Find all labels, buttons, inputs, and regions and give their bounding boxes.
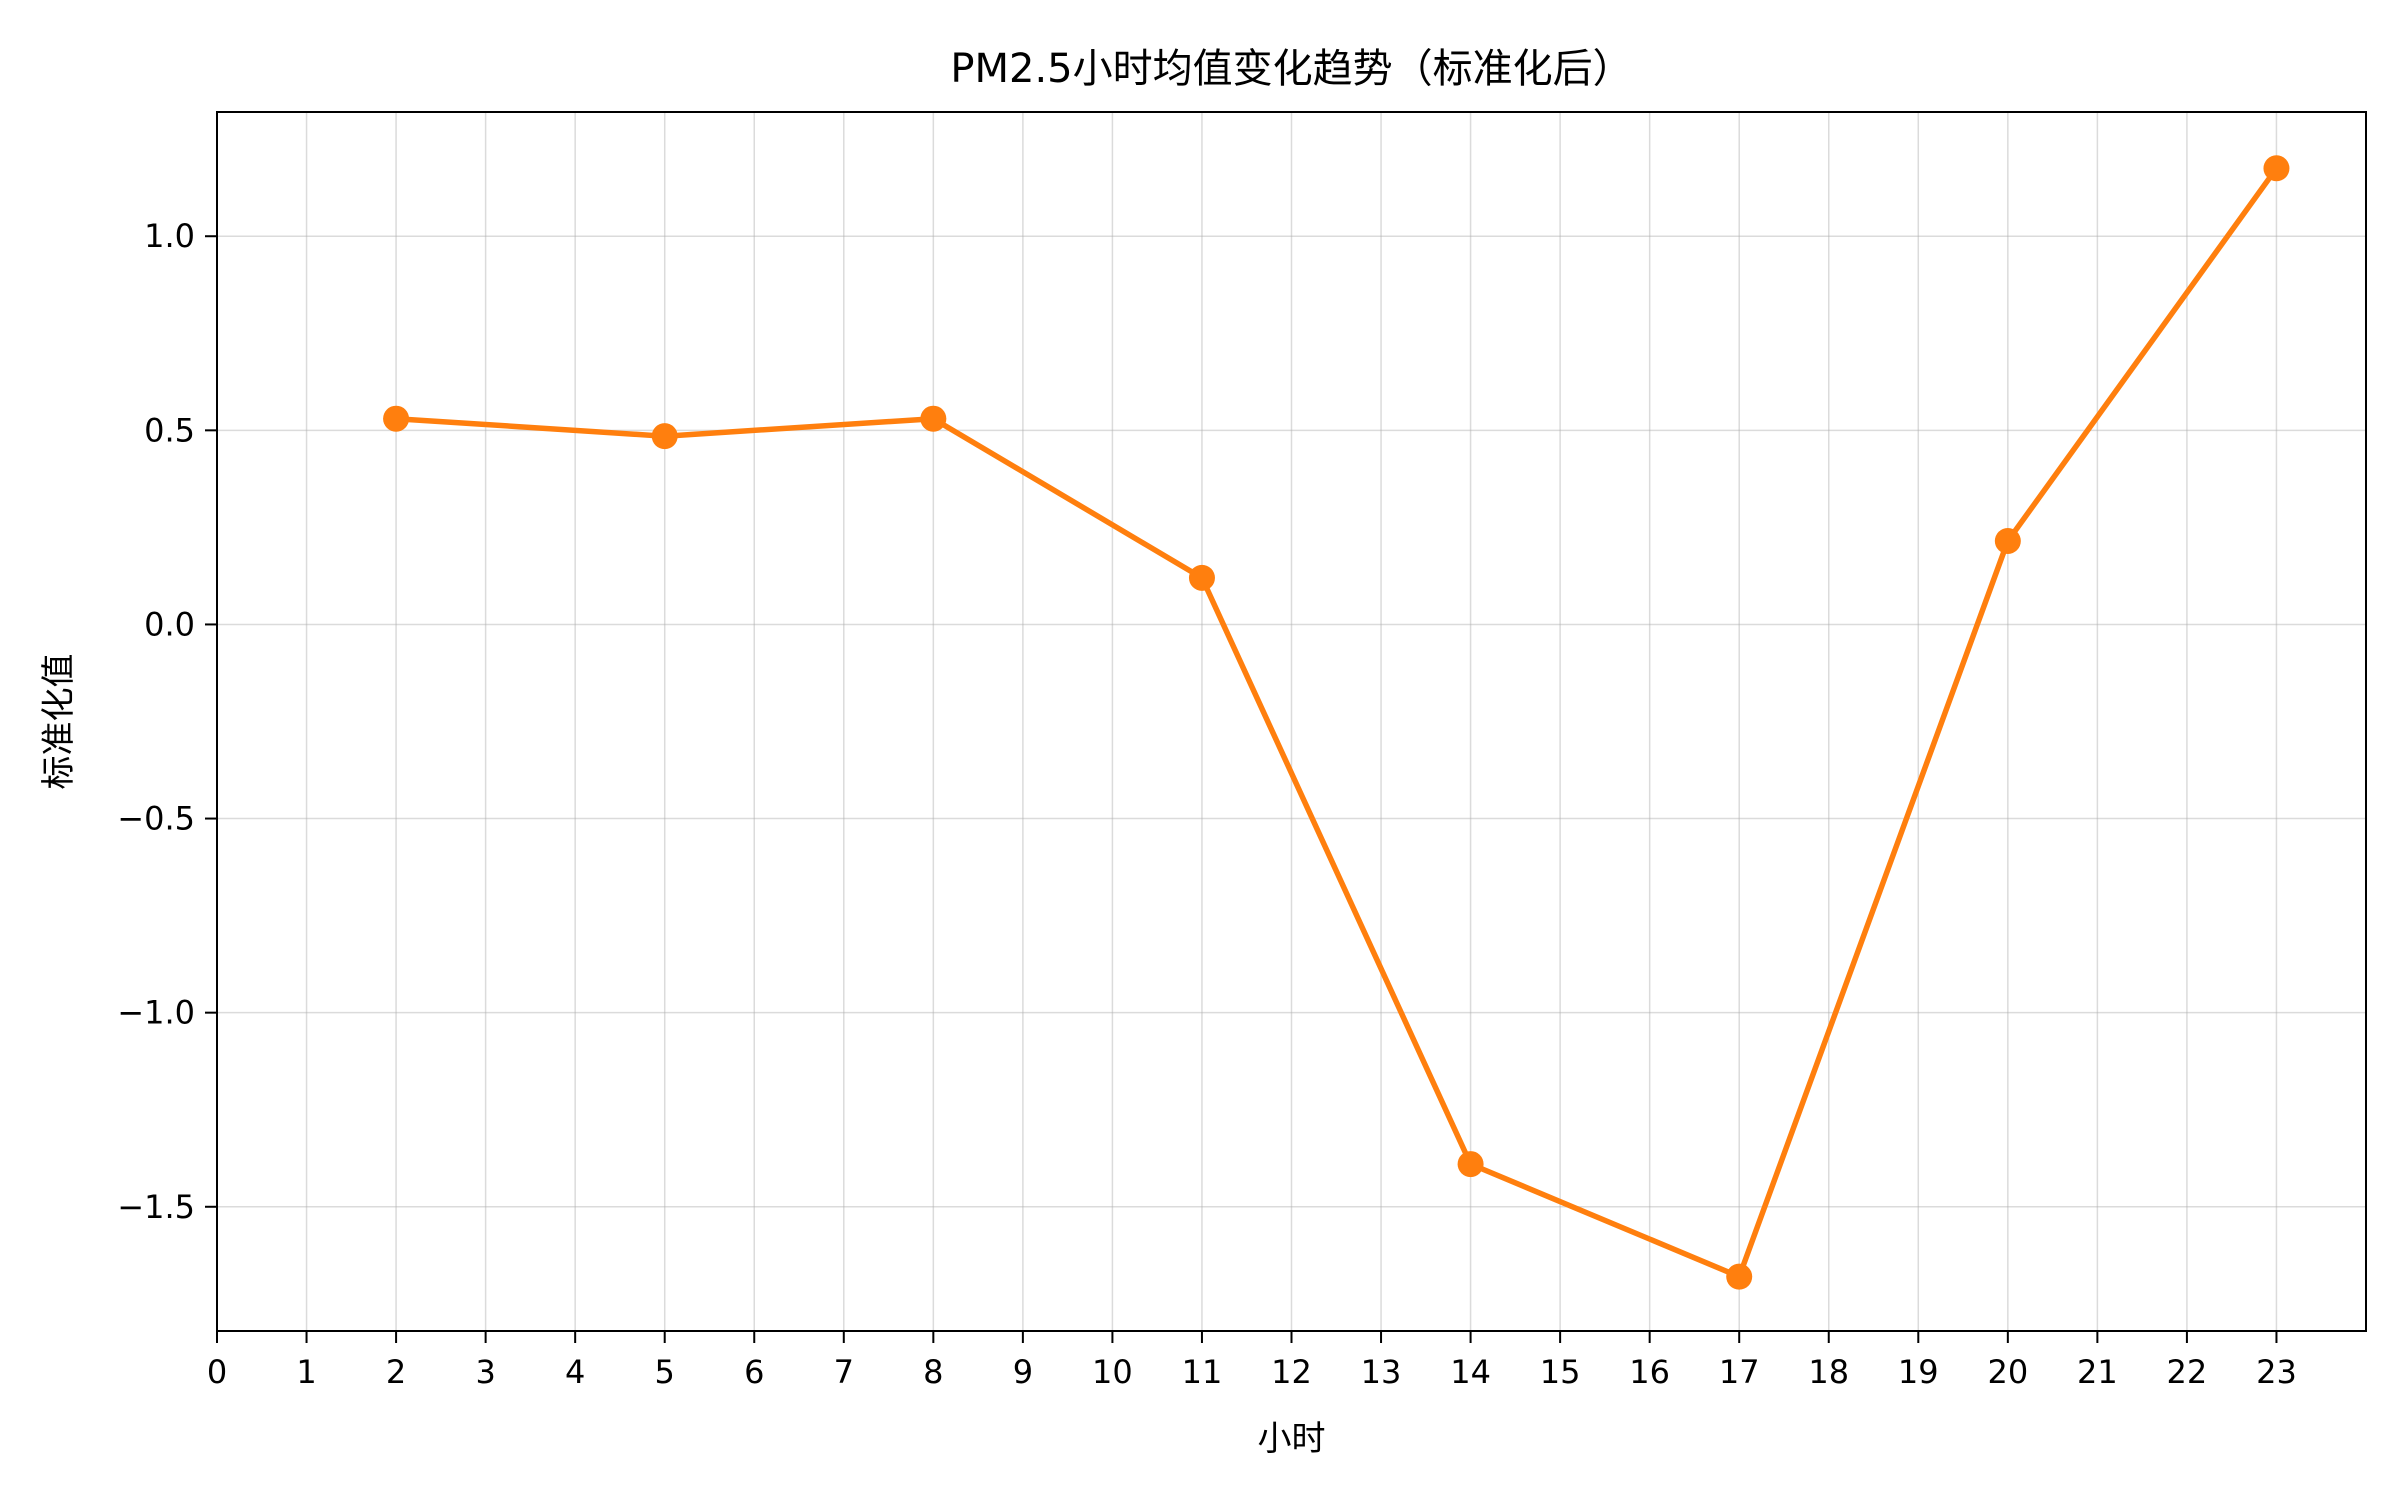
x-tick-label: 3 <box>475 1353 495 1391</box>
series-line <box>393 165 2280 1280</box>
x-tick-label: 6 <box>744 1353 764 1391</box>
x-tick-label: 0 <box>207 1353 227 1391</box>
x-tick-label: 5 <box>655 1353 675 1391</box>
data-point <box>1188 564 1215 591</box>
x-tick-label: 22 <box>2167 1353 2208 1391</box>
x-tick-label: 11 <box>1182 1353 1223 1391</box>
x-tick-label: 12 <box>1271 1353 1312 1391</box>
x-tick-label: 15 <box>1540 1353 1581 1391</box>
x-tick-label: 1 <box>296 1353 316 1391</box>
data-point <box>1457 1151 1484 1178</box>
x-tick-label: 18 <box>1808 1353 1849 1391</box>
x-tick-label: 21 <box>2077 1353 2118 1391</box>
series-layer <box>383 155 2290 1290</box>
y-tick-label: 1.0 <box>144 217 195 255</box>
data-point <box>1726 1263 1753 1290</box>
x-tick-label: 23 <box>2256 1353 2297 1391</box>
y-tick-label: 0.5 <box>144 411 195 449</box>
x-tick-label: 14 <box>1450 1353 1491 1391</box>
y-axis-label: 标准化值 <box>39 654 79 790</box>
x-tick-label: 4 <box>565 1353 585 1391</box>
x-tick-label: 13 <box>1361 1353 1402 1391</box>
x-tick-label: 7 <box>834 1353 854 1391</box>
x-tick-label: 16 <box>1629 1353 1670 1391</box>
grid <box>216 112 2366 1331</box>
x-tick-label: 19 <box>1898 1353 1939 1391</box>
x-tick-label: 2 <box>386 1353 406 1391</box>
data-point <box>2263 155 2290 182</box>
y-tick-label: −1.5 <box>117 1188 195 1226</box>
x-tick-label: 8 <box>923 1353 943 1391</box>
data-point <box>920 405 947 432</box>
data-point <box>383 405 410 432</box>
y-tick-label: 0.0 <box>144 605 195 643</box>
y-tick-label: −0.5 <box>117 800 195 838</box>
x-axis-label: 小时 <box>1258 1419 1326 1459</box>
data-point <box>1994 527 2021 554</box>
data-point <box>651 423 678 450</box>
x-tick-label: 10 <box>1092 1353 1133 1391</box>
axis-ticks: 0 1 2 3 4 5 6 7 8 9 10 11 12 13 14 15 16 17 18 19 20 21 22 23−1… <box>117 217 2297 1391</box>
y-tick-label: −1.0 <box>117 994 195 1032</box>
x-tick-label: 20 <box>1987 1353 2028 1391</box>
x-tick-label: 9 <box>1013 1353 1033 1391</box>
x-tick-label: 17 <box>1719 1353 1760 1391</box>
chart-title: PM2.5小时均值变化趋势（标准化后） <box>950 46 1632 92</box>
